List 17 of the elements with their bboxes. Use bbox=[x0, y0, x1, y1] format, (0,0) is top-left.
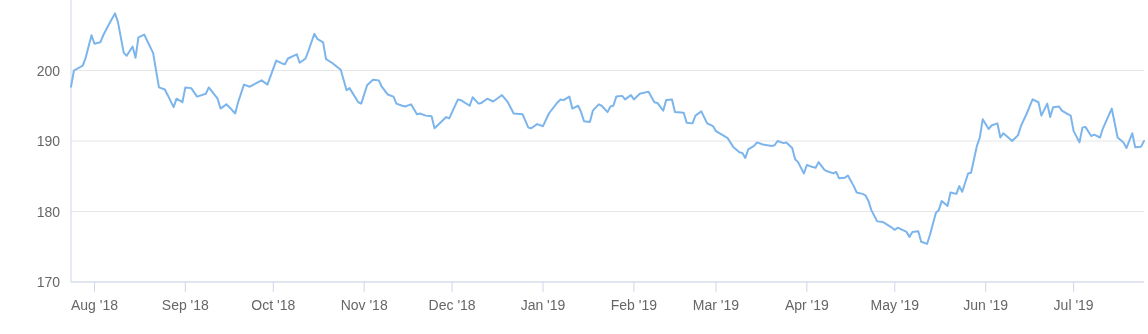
x-tick-label: Feb '19 bbox=[610, 297, 658, 313]
x-tick-label: Sep '18 bbox=[161, 297, 210, 313]
x-tick-label: Oct '18 bbox=[251, 297, 296, 313]
x-tick-label: Jul '19 bbox=[1053, 297, 1094, 313]
x-tick-label: Jan '19 bbox=[520, 297, 566, 313]
x-tick-label: Mar '19 bbox=[692, 297, 740, 313]
y-tick-label: 170 bbox=[36, 274, 61, 290]
x-tick-label: Nov '18 bbox=[340, 297, 388, 313]
x-tick-label: Dec '18 bbox=[428, 297, 476, 313]
y-tick-label: 180 bbox=[36, 203, 61, 220]
line-series bbox=[70, 12, 1145, 245]
x-tick-label: Apr '19 bbox=[784, 297, 830, 313]
x-tick-label: Jun '19 bbox=[963, 297, 1009, 313]
x-tick-label: May '19 bbox=[870, 297, 920, 313]
y-tick-label: 200 bbox=[36, 62, 61, 79]
y-tick-label: 190 bbox=[36, 133, 61, 149]
x-tick-label: Aug '18 bbox=[70, 297, 119, 313]
